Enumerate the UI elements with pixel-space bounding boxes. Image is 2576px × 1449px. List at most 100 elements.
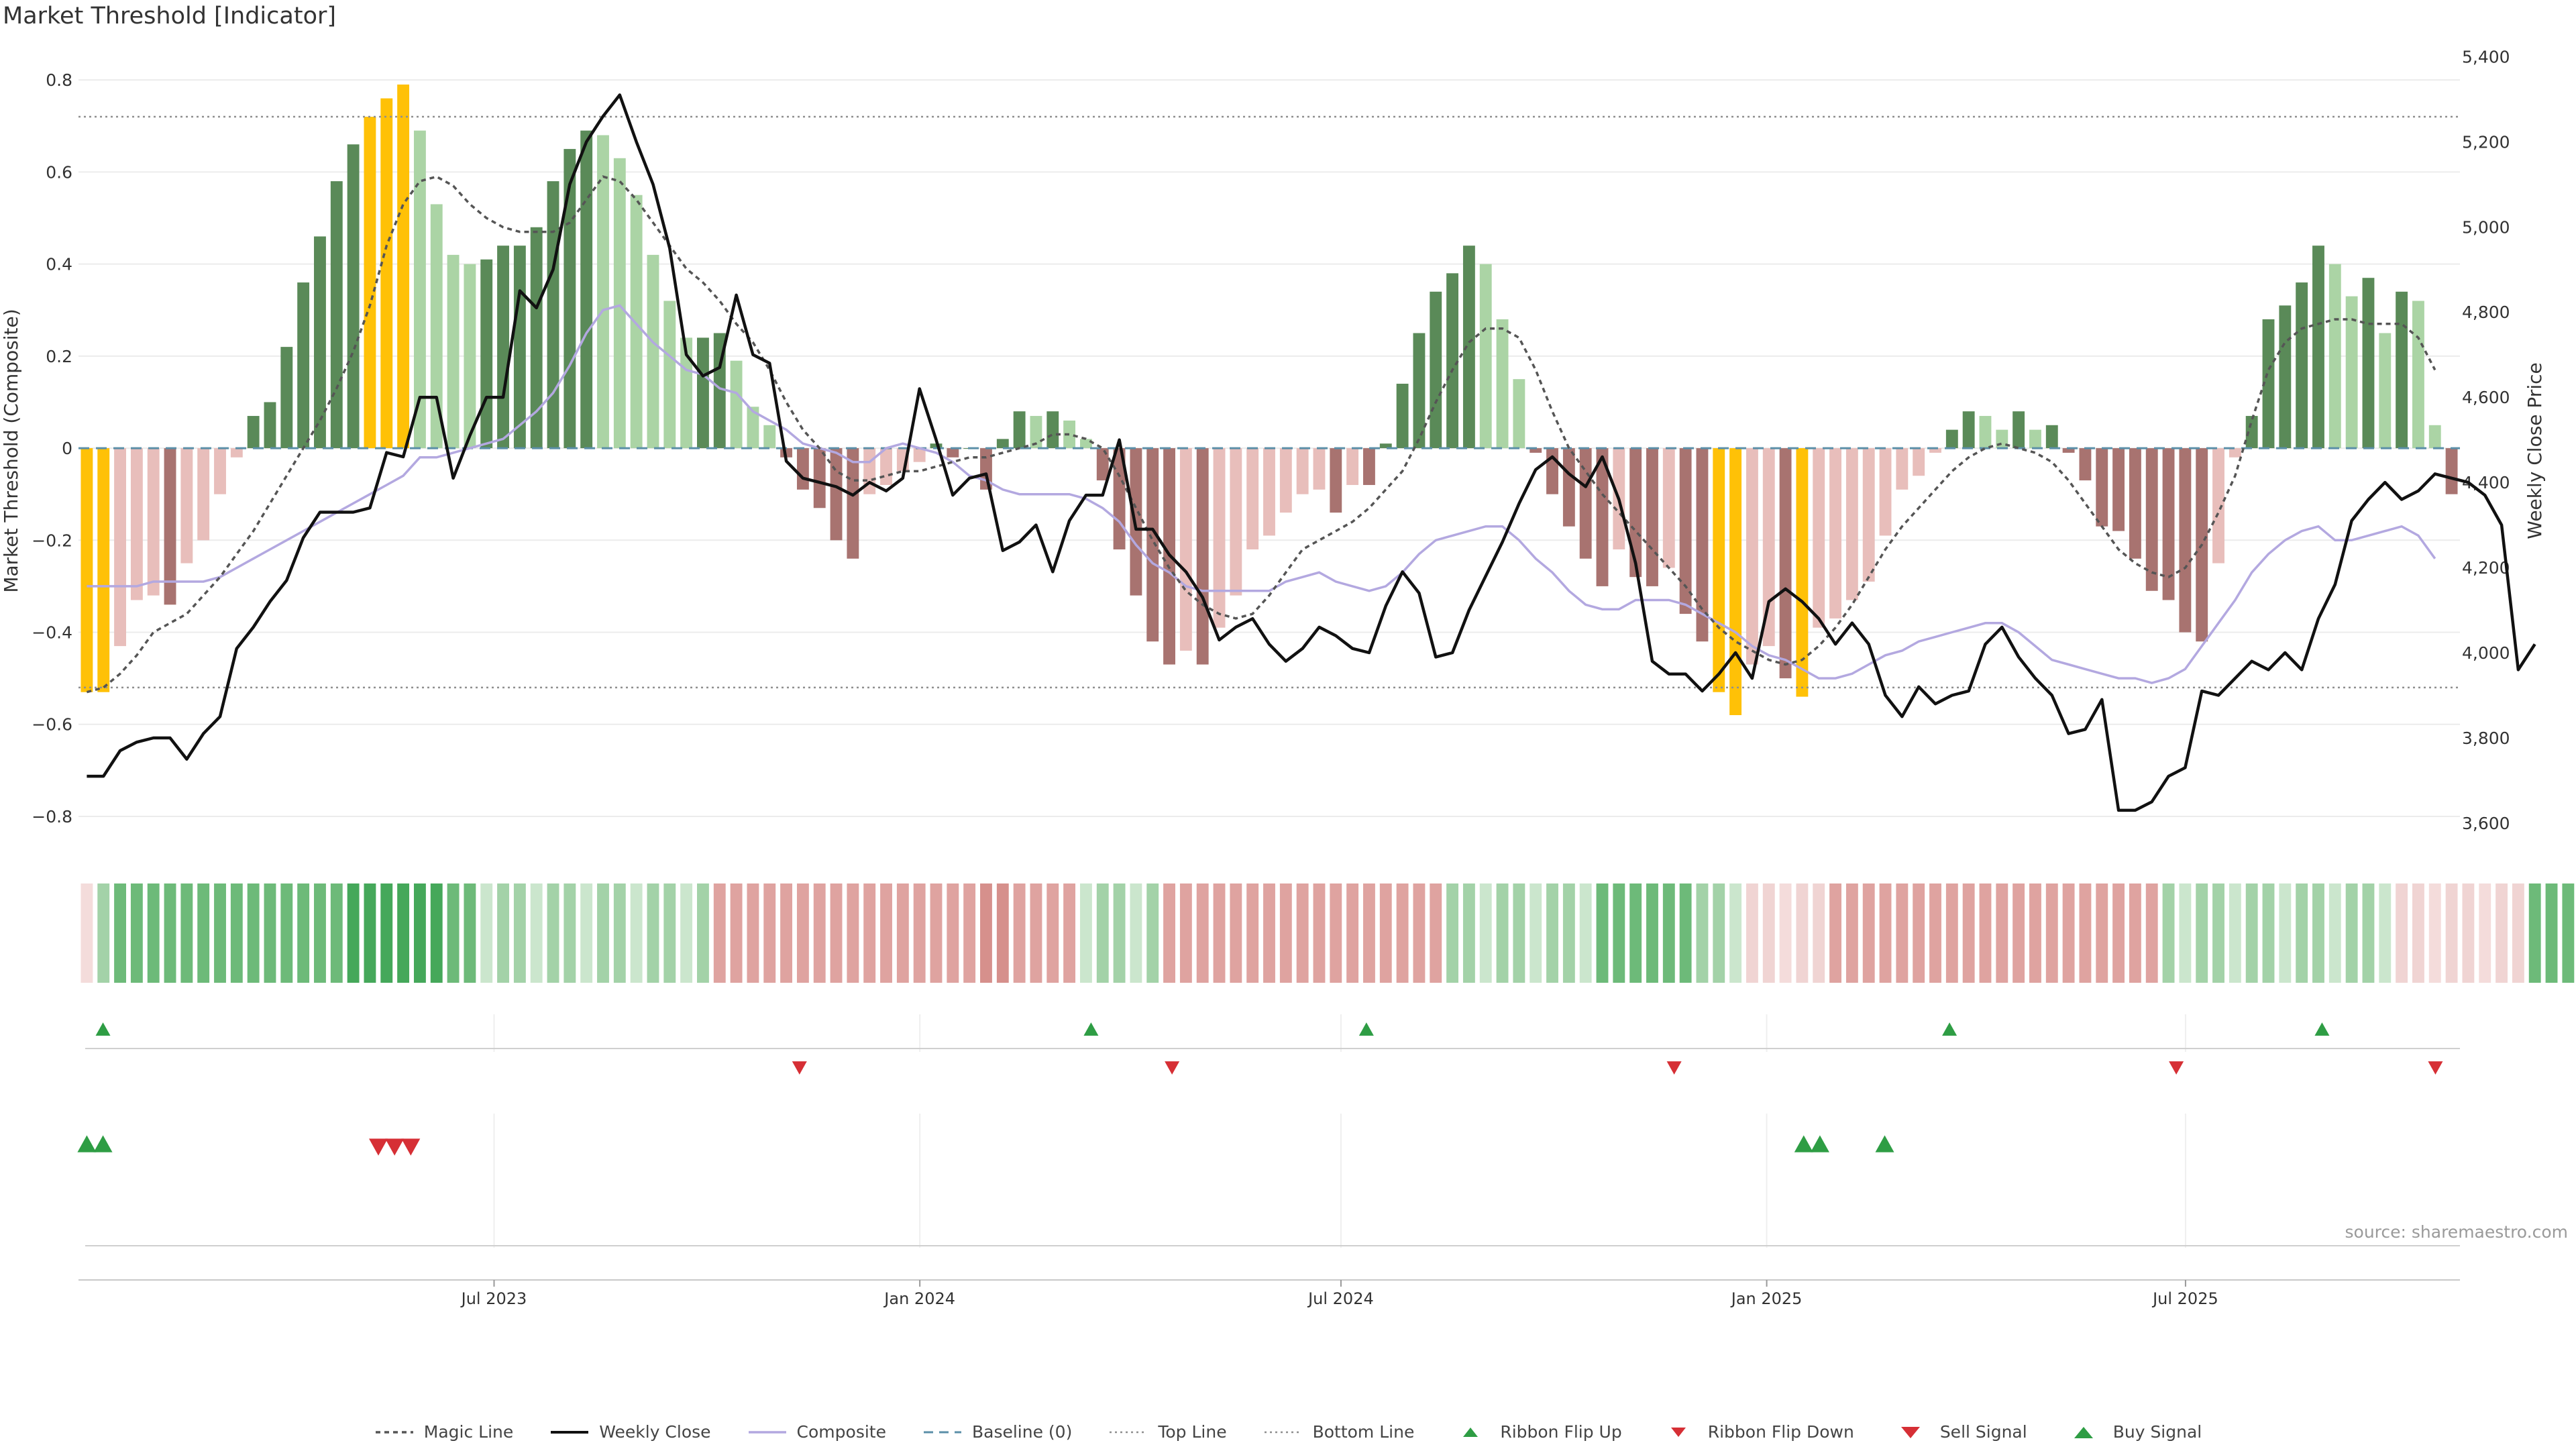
composite-bar [647,254,659,449]
ribbon-cell [1279,883,1292,983]
legend-swatch-icon [1264,1431,1302,1433]
ribbon-cell [247,883,260,983]
ribbon-cell [713,883,726,983]
chart-title: Market Threshold [Indicator] [3,3,337,30]
legend-label: Magic Line [423,1422,514,1442]
composite-bar [364,117,376,449]
ribbon-cell [680,883,693,983]
composite-bar [1913,448,1925,476]
legend-item-magic: Magic Line [374,1422,514,1442]
y2-tick-label: 5,400 [2462,47,2510,66]
ribbon-cell [1845,883,1858,983]
composite-bar [1596,448,1609,586]
ribbon-cell [364,883,376,983]
x-tick-label: Jul 2025 [2151,1289,2218,1308]
ribbon-cell [2412,883,2424,983]
composite-bar [214,448,226,494]
ribbon-cell [1513,883,1525,983]
ribbon-cell [1196,883,1209,983]
ribbon-cell [1962,883,1975,983]
ribbon-cell [2345,883,2358,983]
composite-bar [1862,448,1875,582]
ribbon-cell [863,883,876,983]
composite-bar [1562,448,1575,527]
ribbon-cell [1179,883,1192,983]
ribbon-cell [1629,883,1642,983]
composite-bar [1063,420,1076,449]
ribbon-cell [763,883,776,983]
ribbon-cell [1796,883,1809,983]
ribbon-cell [1779,883,1792,983]
ribbon-cell [2245,883,2258,983]
composite-bar [1929,448,1941,453]
y-tick-label: 0 [62,439,72,458]
ribbon-flip-up-marker [1942,1022,1957,1036]
ribbon-cell [980,883,992,983]
composite-bar [497,246,509,449]
composite-bar [1679,448,1692,614]
ribbon-cell [847,883,859,983]
ribbon-cell [1063,883,1076,983]
ribbon-cell [1313,883,1326,983]
composite-bar [314,236,326,449]
x-tick-label: Jul 2024 [1307,1289,1374,1308]
composite-bar [1263,448,1275,536]
ribbon-cell [480,883,493,983]
composite-bar [564,149,576,449]
composite-bar [996,439,1009,449]
source-note: source: sharemaestro.com [2345,1222,2569,1242]
legend-label: Baseline (0) [971,1422,1073,1442]
legend-item-flip-down: Ribbon Flip Down [1658,1422,1854,1442]
composite-bar [2112,448,2125,531]
ribbon-cell [1113,883,1126,983]
composite-bar [1079,439,1092,449]
ribbon-flip-up-marker [1358,1022,1374,1036]
composite-bar [1896,448,1909,490]
composite-bar [1213,448,1226,628]
composite-bar [1046,411,1059,449]
composite-bar [580,130,593,449]
composite-bar [680,337,693,449]
ribbon-cell [1813,883,1825,983]
legend-item-buy: Buy Signal [2063,1422,2202,1442]
ribbon-flip-up-marker [95,1022,111,1036]
ribbon-cell [1030,883,1042,983]
ribbon-cell [164,883,176,983]
ribbon-cell [380,883,393,983]
buy-signal-marker [1875,1135,1894,1152]
ribbon-cell [314,883,326,983]
composite-bar [330,181,343,449]
ribbon-cell [2396,883,2408,983]
composite-bar [880,448,892,485]
ribbon-cell [1330,883,1342,983]
composite-bar [597,135,609,449]
ribbon-flip-down-marker [792,1061,807,1075]
legend-label: Top Line [1158,1422,1227,1442]
ribbon-cell [1696,883,1709,983]
composite-bar [630,195,643,449]
legend-label: Ribbon Flip Down [1707,1422,1854,1442]
composite-bar [1845,448,1858,600]
ribbon-cell [880,883,892,983]
ribbon-cell [230,883,243,983]
y2-tick-label: 5,200 [2462,132,2510,152]
y2-tick-label: 3,800 [2462,729,2510,748]
composite-bar [1330,448,1342,513]
ribbon-cell [547,883,559,983]
composite-bar [1813,448,1825,628]
ribbon-cell [214,883,226,983]
ribbon-cell [180,883,193,983]
ribbon-cell [947,883,959,983]
x-tick-label: Jan 2024 [883,1289,955,1308]
ribbon-cell [663,883,676,983]
sell-signal-marker [369,1138,388,1156]
ribbon-cell [497,883,509,983]
ribbon-cell [1945,883,1958,983]
composite-bar [613,158,626,449]
ribbon-cell [264,883,276,983]
ribbon-cell [1562,883,1575,983]
ribbon-cell [2262,883,2275,983]
composite-bar [2145,448,2158,591]
